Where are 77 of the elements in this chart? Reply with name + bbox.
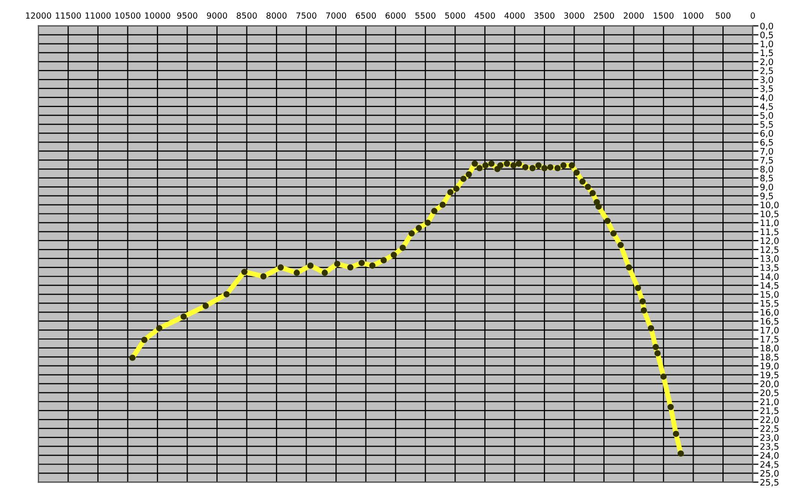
x-tick-label: 500 — [716, 12, 730, 19]
y-tick-label: 7,0 — [760, 148, 774, 156]
y-tick-label: 3,0 — [760, 76, 774, 84]
x-tick-label: 8500 — [236, 12, 257, 19]
y-tick-label: 16,5 — [760, 318, 778, 326]
y-tick-label: 25,0 — [760, 470, 779, 478]
y-tick-label: 19,5 — [760, 372, 778, 380]
x-tick-label: 5500 — [415, 12, 436, 19]
y-tick-label: 22,5 — [760, 425, 778, 433]
x-tick-label: 9500 — [177, 12, 198, 19]
x-tick-label: 11000 — [86, 12, 111, 19]
y-tick-label: 12,0 — [760, 237, 779, 245]
y-tick-label: 20,5 — [760, 390, 778, 398]
y-tick-label: 10,5 — [760, 210, 778, 218]
y-tick-label: 22,0 — [760, 416, 779, 424]
y-tick-label: 20,0 — [760, 380, 779, 388]
y-tick-label: 5,0 — [760, 112, 774, 120]
x-tick-label: 12000 — [26, 12, 52, 19]
y-tick-label: 15,5 — [760, 300, 778, 308]
y-tick-label: 21,5 — [760, 407, 778, 415]
y-tick-label: 11,5 — [760, 228, 778, 236]
x-tick-label: 2000 — [624, 12, 644, 19]
y-tick-label: 12,5 — [760, 246, 778, 254]
y-tick-label: 14,5 — [760, 282, 778, 290]
x-tick-label: 6000 — [386, 12, 406, 19]
y-tick-label: 23,0 — [760, 434, 779, 442]
y-tick-label: 6,5 — [760, 139, 773, 147]
y-tick-label: 0,0 — [760, 22, 774, 30]
y-tick-label: 9,0 — [760, 184, 774, 192]
x-tick-label: 9000 — [206, 12, 228, 19]
y-tick-label: 0,5 — [760, 32, 773, 40]
y-tick-label: 25,5 — [760, 478, 778, 486]
x-tick-label: 3000 — [564, 12, 584, 19]
y-tick-label: 10,0 — [760, 202, 779, 210]
x-tick-label: 0 — [750, 12, 755, 19]
y-tick-label: 1,0 — [760, 40, 774, 48]
y-tick-label: 16,0 — [760, 308, 779, 316]
y-tick-label: 13,0 — [760, 255, 779, 263]
y-tick-label: 6,0 — [760, 130, 774, 138]
y-tick-label: 2,5 — [760, 67, 773, 75]
y-tick-label: 18,0 — [760, 344, 779, 352]
y-tick-label: 2,0 — [760, 58, 774, 66]
y-tick-label: 14,0 — [760, 273, 779, 281]
x-tick-label: 4500 — [474, 12, 495, 19]
x-tick-label: 2500 — [594, 12, 614, 19]
y-tick-label: 24,0 — [760, 452, 779, 460]
y-tick-label: 19,0 — [760, 362, 779, 370]
x-tick-label: 11500 — [56, 12, 81, 19]
y-tick-label: 17,0 — [760, 326, 779, 334]
y-tick-label: 8,5 — [760, 174, 773, 182]
y-tick-label: 13,5 — [760, 264, 778, 272]
y-tick-label: 8,0 — [760, 166, 774, 174]
y-tick-label: 3,5 — [760, 85, 773, 93]
x-tick-label: 10000 — [145, 12, 170, 19]
x-tick-label: 4000 — [504, 12, 525, 19]
x-tick-label: 6500 — [356, 12, 376, 19]
x-tick-label: 7500 — [296, 12, 316, 19]
y-tick-label: 1,5 — [760, 50, 773, 58]
y-tick-label: 24,5 — [760, 461, 778, 469]
y-tick-label: 21,0 — [760, 398, 779, 406]
x-tick-label: 5000 — [445, 12, 466, 19]
y-tick-label: 18,5 — [760, 354, 778, 362]
y-tick-label: 7,5 — [760, 157, 773, 164]
y-tick-label: 23,5 — [760, 443, 778, 451]
x-tick-label: 1000 — [684, 12, 704, 19]
x-tick-label: 7000 — [326, 12, 346, 19]
y-tick-label: 4,5 — [760, 103, 773, 111]
y-tick-label: 4,0 — [760, 94, 774, 102]
x-tick-label: 8000 — [266, 12, 287, 19]
y-tick-label: 11,0 — [760, 220, 779, 228]
x-tick-label: 1500 — [654, 12, 674, 19]
y-tick-label: 15,0 — [760, 291, 779, 299]
y-tick-label: 17,5 — [760, 336, 778, 344]
y-tick-label: 5,5 — [760, 121, 773, 129]
x-tick-label: 10500 — [115, 12, 140, 19]
x-tick-label: 3500 — [534, 12, 554, 19]
y-tick-label: 9,5 — [760, 192, 773, 200]
